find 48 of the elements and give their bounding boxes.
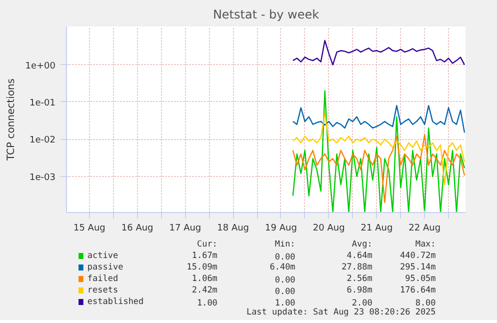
legend-label: established	[87, 297, 144, 307]
line-series	[292, 90, 466, 212]
text: Cur:	[196, 240, 218, 250]
text: 4.64m	[346, 251, 372, 261]
text: Max:	[415, 240, 436, 250]
legend-label: active	[87, 251, 118, 261]
legend-label: failed	[87, 274, 118, 284]
text: 1.67m	[192, 251, 218, 261]
text: 0.00	[274, 252, 296, 262]
text: 95.05m	[405, 274, 436, 284]
x-tick-label: 21 Aug	[360, 224, 393, 234]
text: 27.88m	[342, 262, 372, 272]
y-axis-title: TCP connections	[6, 78, 18, 162]
x-tick-label: 15 Aug	[74, 224, 106, 234]
text: 176.64m	[400, 286, 436, 296]
text: 2.42m	[192, 286, 218, 296]
text: 15.09m	[186, 262, 218, 272]
x-tick-label: 18 Aug	[217, 224, 250, 234]
text: 1.00	[196, 298, 218, 308]
x-tick-label: 19 Aug	[265, 224, 297, 234]
line-series	[292, 134, 466, 203]
x-tick-label: 16 Aug	[121, 224, 154, 234]
x-tick-label: 22 Aug	[408, 224, 441, 234]
text: 295.14m	[400, 262, 436, 272]
text: Last update: Sat Aug 23 08:20:26 2025	[246, 308, 436, 318]
line-series	[292, 105, 466, 134]
line-series	[292, 40, 466, 66]
text: 8.00	[415, 298, 436, 308]
legend-label: resets	[87, 286, 118, 296]
text: 2.00	[352, 298, 372, 308]
text: 1.06m	[192, 274, 218, 284]
text: Avg:	[352, 240, 372, 250]
text: 0.00	[274, 276, 296, 286]
line-series	[292, 112, 466, 186]
text: 2.56m	[346, 274, 372, 284]
x-tick-label: 17 Aug	[169, 224, 202, 234]
y-tick-label: 1e-03	[30, 172, 56, 183]
y-tick-label: 1e+00	[25, 61, 56, 72]
chart-title: Netstat - by week	[212, 8, 320, 22]
x-tick-label: 20 Aug	[312, 224, 345, 234]
text: 6.40m	[270, 262, 296, 272]
text: 440.72m	[400, 251, 436, 261]
y-tick-label: 1e-01	[30, 98, 56, 108]
text: 0.00	[274, 287, 296, 297]
text: 6.98m	[346, 286, 372, 296]
legend-label: passive	[87, 262, 124, 272]
text: 1.00	[274, 298, 296, 308]
y-tick-label: 1e-02	[30, 136, 56, 146]
